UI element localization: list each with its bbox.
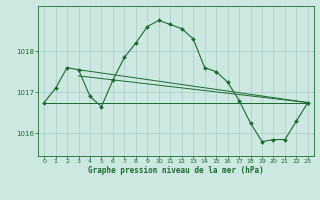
X-axis label: Graphe pression niveau de la mer (hPa): Graphe pression niveau de la mer (hPa) [88,166,264,175]
